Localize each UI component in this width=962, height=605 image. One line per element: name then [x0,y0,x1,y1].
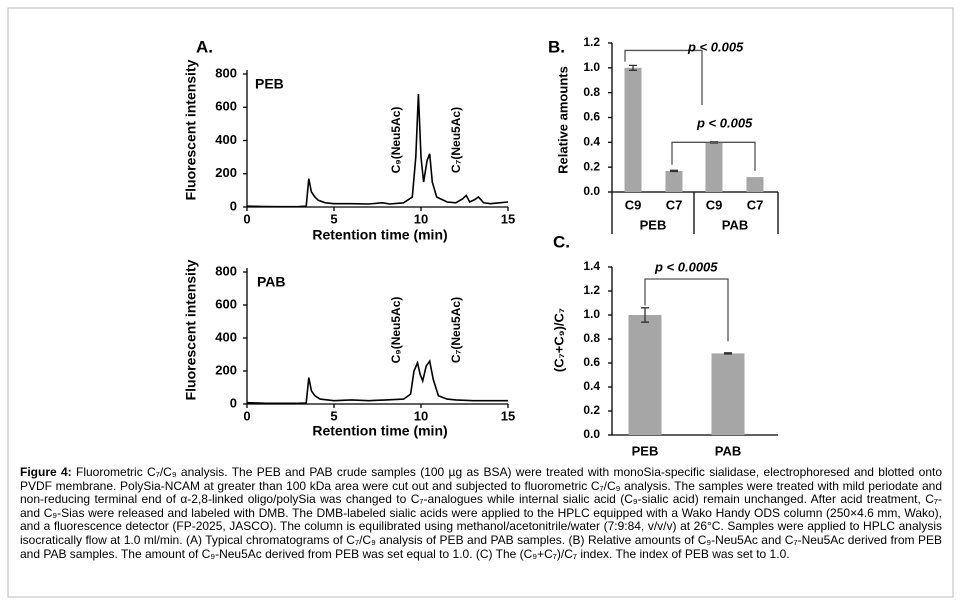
caption: Figure 4: Fluorometric C₇/C₉ analysis. T… [20,465,943,561]
y-tick-label: 0 [230,395,237,410]
y-tick-label: 0.4 [583,379,600,393]
category-label: C9 [706,197,723,212]
y-tick-label: 800 [215,65,237,80]
y-tick-label: 200 [215,165,237,180]
y-axis-label: Fluorescent intensity [183,259,199,400]
x-tick-label: 10 [414,408,428,423]
x-tick-label: 5 [330,211,337,226]
category-label: C7 [747,197,764,212]
peak-label: C₇(Neu5Ac) [449,297,463,363]
y-axis-label: Fluorescent intensity [183,59,199,200]
p-value: p < 0.005 [687,39,744,54]
bar [624,67,642,192]
bar [711,353,745,435]
x-tick-label: 5 [330,408,337,423]
panel-label: A. [196,37,213,56]
bracket [624,49,703,106]
y-tick-label: 1.2 [583,283,600,297]
y-tick-label: 0 [230,198,237,213]
trace-title: PEB [255,76,284,92]
group-label: PAB [722,217,748,232]
peak-label: C₉(Neu5Ac) [389,297,403,364]
category-label: PEB [632,443,659,458]
error-bar [641,307,649,323]
y-tick-label: 200 [215,362,237,377]
y-tick-label: 400 [215,329,237,344]
error-bar [629,64,637,71]
y-tick-label: 1.2 [583,35,600,49]
x-axis-label: Retention time (min) [312,227,447,243]
panel-label: C. [553,232,570,251]
error-bar [724,352,732,355]
peak-label: C₉(Neu5Ac) [389,107,403,174]
error-bar [670,169,678,173]
y-tick-label: 0.2 [583,403,600,417]
group-label: PEB [640,217,667,232]
bracket [671,141,756,171]
y-axis-label: (C₇+C₉)/C₇ [551,308,566,372]
trace-title: PAB [257,274,286,290]
panel-label: B. [548,37,565,56]
y-tick-label: 0.2 [583,159,600,173]
bar [705,142,723,192]
y-tick-label: 0.0 [583,427,600,441]
category-label: C7 [666,197,683,212]
p-value: p < 0.0005 [654,259,718,274]
p-value: p < 0.005 [696,115,753,130]
y-tick-label: 0.6 [583,110,600,124]
y-tick-label: 0.0 [583,184,600,198]
y-tick-label: 600 [215,296,237,311]
x-tick-label: 10 [414,211,428,226]
bar [665,170,683,192]
y-tick-label: 600 [215,99,237,114]
y-tick-label: 0.8 [583,85,600,99]
x-tick-label: 15 [501,408,515,423]
category-label: PAB [715,443,741,458]
bracket [644,278,729,342]
y-tick-label: 0.4 [583,135,600,149]
y-tick-label: 400 [215,132,237,147]
y-axis-label: Relative amounts [555,66,570,174]
bar [628,315,662,435]
y-tick-label: 0.6 [583,355,600,369]
caption-text: Fluorometric C₇/C₉ analysis. The PEB and… [20,465,943,561]
x-axis-label: Retention time (min) [312,423,447,439]
y-tick-label: 1.0 [583,60,600,74]
y-tick-label: 800 [215,263,237,278]
peak-label: C₇(Neu5Ac) [449,107,463,173]
x-tick-label: 0 [243,211,250,226]
figure-label: Figure 4: [20,465,72,479]
y-tick-label: 0.8 [583,331,600,345]
y-tick-label: 1.0 [583,307,600,321]
x-tick-label: 15 [501,211,515,226]
trace [246,93,509,208]
frame [7,7,954,598]
x-tick-label: 0 [243,408,250,423]
trace [246,359,508,405]
y-tick-label: 1.4 [583,259,600,273]
bar [746,177,764,192]
category-label: C9 [625,197,642,212]
